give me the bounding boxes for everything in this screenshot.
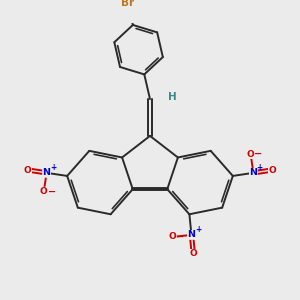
Text: H: H — [168, 92, 177, 102]
Text: O: O — [268, 166, 276, 175]
Text: +: + — [195, 225, 201, 234]
Text: O: O — [247, 149, 254, 158]
Text: −: − — [48, 187, 56, 197]
Text: −: − — [254, 149, 262, 159]
Text: O: O — [190, 249, 197, 258]
Text: −: − — [176, 232, 184, 242]
Text: N: N — [249, 168, 257, 177]
Text: +: + — [257, 163, 263, 172]
Text: N: N — [188, 230, 196, 239]
Text: O: O — [40, 187, 48, 196]
Text: O: O — [24, 166, 32, 175]
Text: N: N — [43, 168, 51, 177]
Text: Br: Br — [121, 0, 134, 8]
Text: +: + — [50, 163, 56, 172]
Text: O: O — [169, 232, 176, 242]
